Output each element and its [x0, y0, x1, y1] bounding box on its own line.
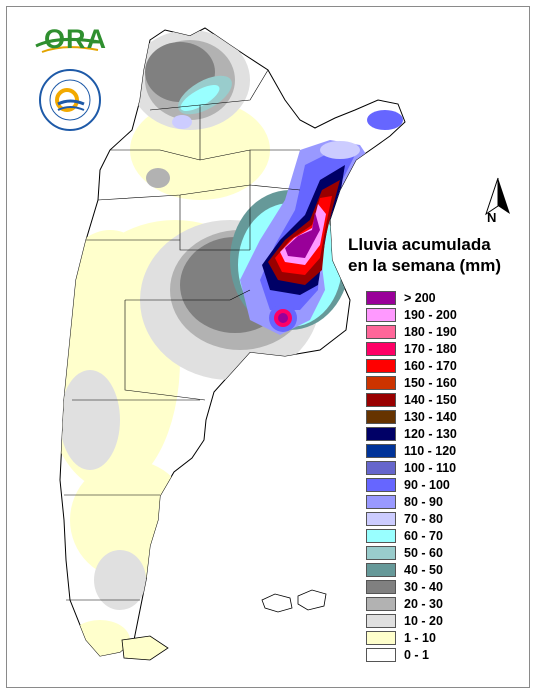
- legend-item: 150 - 160: [366, 374, 516, 391]
- legend-swatch: [366, 511, 396, 526]
- legend-label: 120 - 130: [404, 426, 457, 441]
- legend-swatch: [366, 341, 396, 356]
- rainfall-fields: [60, 30, 403, 656]
- legend-title: Lluvia acumulada en la semana (mm): [348, 234, 528, 276]
- tierra-del-fuego: [121, 635, 169, 661]
- legend-item: 160 - 170: [366, 357, 516, 374]
- legend-item: 100 - 110: [366, 459, 516, 476]
- legend-label: 0 - 1: [404, 647, 430, 662]
- legend-item: 190 - 200: [366, 306, 516, 323]
- legend-swatch: [366, 528, 396, 543]
- ora-logo-swoosh: [35, 37, 101, 53]
- legend-swatch: [366, 307, 396, 322]
- legend-swatch: [366, 443, 396, 458]
- legend-label: 110 - 120: [404, 443, 457, 458]
- ora-logo-text: ORA: [44, 24, 107, 54]
- legend-label: 170 - 180: [404, 341, 457, 356]
- legend-swatch: [366, 647, 396, 662]
- legend-item: 40 - 50: [366, 561, 516, 578]
- legend-item: 180 - 190: [366, 323, 516, 340]
- legend-item: 170 - 180: [366, 340, 516, 357]
- legend-swatch: [366, 324, 396, 339]
- legend-label: 20 - 30: [404, 596, 443, 611]
- legend-label: 180 - 190: [404, 324, 457, 339]
- legend-label: 60 - 70: [404, 528, 443, 543]
- legend-swatch: [366, 562, 396, 577]
- north-arrow-icon: [485, 177, 510, 216]
- legend-label: 150 - 160: [404, 375, 457, 390]
- legend-swatch: [366, 579, 396, 594]
- legend-label: 50 - 60: [404, 545, 443, 560]
- legend-swatch: [366, 460, 396, 475]
- legend-label: 90 - 100: [404, 477, 450, 492]
- legend-item: 0 - 1: [366, 646, 516, 663]
- legend-swatch: [366, 477, 396, 492]
- legend-item: 20 - 30: [366, 595, 516, 612]
- legend-label: 70 - 80: [404, 511, 443, 526]
- legend-item: 60 - 70: [366, 527, 516, 544]
- legend-swatch: [366, 494, 396, 509]
- legend: > 200 190 - 200 180 - 190 170 - 180 160 - 17…: [366, 289, 516, 663]
- legend-label: 30 - 40: [404, 579, 443, 594]
- legend-swatch: [366, 596, 396, 611]
- legend-label: 140 - 150: [404, 392, 457, 407]
- legend-label: 1 - 10: [404, 630, 436, 645]
- legend-item: 10 - 20: [366, 612, 516, 629]
- legend-swatch: [366, 613, 396, 628]
- legend-title-line1: Lluvia acumulada: [348, 235, 491, 254]
- smn-seal: [39, 69, 101, 131]
- legend-label: 160 - 170: [404, 358, 457, 373]
- legend-item: 80 - 90: [366, 493, 516, 510]
- legend-item: 120 - 130: [366, 425, 516, 442]
- legend-item: 140 - 150: [366, 391, 516, 408]
- legend-swatch: [366, 409, 396, 424]
- legend-item: 70 - 80: [366, 510, 516, 527]
- legend-swatch: [366, 545, 396, 560]
- malvinas-islands: [261, 589, 327, 613]
- legend-swatch: [366, 290, 396, 305]
- legend-label: 190 - 200: [404, 307, 457, 322]
- legend-item: 1 - 10: [366, 629, 516, 646]
- legend-swatch: [366, 375, 396, 390]
- legend-swatch: [366, 630, 396, 645]
- province-borders: [64, 69, 301, 601]
- legend-swatch: [366, 426, 396, 441]
- legend-label: > 200: [404, 290, 436, 305]
- legend-title-line2: en la semana (mm): [348, 256, 502, 275]
- legend-swatch: [366, 358, 396, 373]
- legend-item: 30 - 40: [366, 578, 516, 595]
- legend-item: 50 - 60: [366, 544, 516, 561]
- legend-label: 40 - 50: [404, 562, 443, 577]
- legend-item: 110 - 120: [366, 442, 516, 459]
- legend-item: > 200: [366, 289, 516, 306]
- legend-label: 80 - 90: [404, 494, 443, 509]
- legend-swatch: [366, 392, 396, 407]
- legend-item: 130 - 140: [366, 408, 516, 425]
- legend-label: 100 - 110: [404, 460, 457, 475]
- legend-item: 90 - 100: [366, 476, 516, 493]
- legend-label: 130 - 140: [404, 409, 457, 424]
- legend-label: 10 - 20: [404, 613, 443, 628]
- north-label: N: [487, 210, 497, 225]
